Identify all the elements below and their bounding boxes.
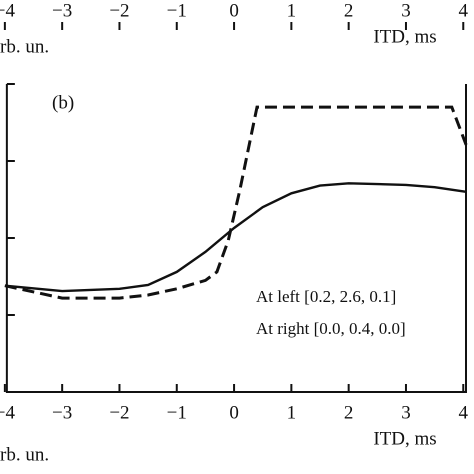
x-tick-label: 0 <box>229 402 239 423</box>
data-line <box>4 105 468 300</box>
x-tick-label-top: 1 <box>287 0 297 21</box>
y-axis-label: rb. un. <box>0 444 49 465</box>
x-tick-label: −1 <box>167 402 187 423</box>
x-tick-label-top: 2 <box>344 0 354 21</box>
x-tick-label-top: −3 <box>52 0 72 21</box>
annotation: At right [0.0, 0.4, 0.0] <box>256 319 406 338</box>
x-tick-label: −2 <box>109 402 129 423</box>
x-tick-label-top: −2 <box>109 0 129 21</box>
x-tick-label: 1 <box>287 402 297 423</box>
x-tick-label: 3 <box>401 402 411 423</box>
x-axis-label-top: ITD, ms <box>373 26 436 47</box>
x-tick-label-top: −4 <box>0 0 15 21</box>
x-tick-label: 2 <box>344 402 354 423</box>
x-tick-label: −4 <box>0 402 15 423</box>
x-tick-label-top: 3 <box>401 0 411 21</box>
x-tick-label-top: 4 <box>459 0 469 21</box>
x-axis-label: ITD, ms <box>373 428 436 449</box>
panel-label: (b) <box>52 92 74 113</box>
x-tick-label: 4 <box>459 402 469 423</box>
y-axis-label-top: rb. un. <box>0 36 49 57</box>
axes <box>5 84 467 393</box>
x-tick-label-top: 0 <box>229 0 239 21</box>
annotation: At left [0.2, 2.6, 0.1] <box>256 287 396 306</box>
x-tick-label: −3 <box>52 402 72 423</box>
data-line <box>4 182 467 293</box>
x-tick-label-top: −1 <box>167 0 187 21</box>
